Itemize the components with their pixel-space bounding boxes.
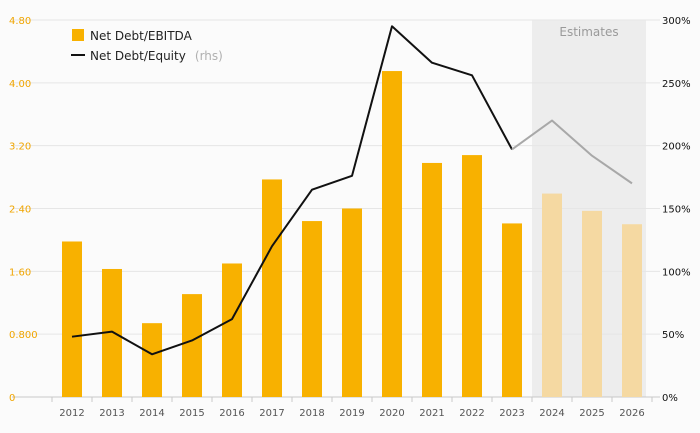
bar-2022 [462, 155, 482, 397]
x-tick-label: 2019 [339, 408, 364, 419]
legend-label-net-debt-ebitda: Net Debt/EBITDA [90, 29, 193, 43]
bar-2016 [222, 263, 242, 397]
y-right-tick-label: 300% [662, 16, 691, 27]
y-right-tick-label: 250% [662, 79, 691, 90]
x-tick-label: 2020 [379, 408, 404, 419]
y-left-tick-label: 4.00 [9, 79, 31, 90]
left-axis: 0 0.800 1.60 2.40 3.20 4.00 4.80 [9, 16, 38, 404]
x-tick-label: 2015 [179, 408, 204, 419]
y-left-tick-label: 1.60 [9, 267, 31, 278]
y-right-tick-label: 50% [662, 330, 684, 341]
bar-2013 [102, 268, 122, 397]
x-tick-label: 2017 [259, 408, 284, 419]
legend: Net Debt/EBITDA Net Debt/Equity (rhs) [71, 29, 223, 64]
x-tick-label: 2025 [579, 408, 604, 419]
y-right-tick-label: 150% [662, 205, 691, 216]
bar-2014 [142, 323, 162, 397]
y-left-tick-label: 3.20 [9, 142, 31, 153]
y-left-tick-label: 4.80 [9, 16, 31, 27]
x-tick-label: 2016 [219, 408, 244, 419]
right-axis: 0% 50% 100% 150% 200% 250% 300% [662, 16, 691, 404]
x-tick-label: 2021 [419, 408, 444, 419]
estimates-label: Estimates [559, 25, 618, 39]
bar-2021 [422, 162, 442, 397]
bar-2017 [262, 179, 282, 397]
x-tick-label: 2012 [59, 408, 84, 419]
bar-2019 [342, 208, 362, 397]
bar-2023 [502, 223, 522, 397]
y-right-tick-label: 0% [662, 393, 678, 404]
bar-2025 [582, 210, 602, 397]
x-tick-label: 2014 [139, 408, 164, 419]
bar-2026 [622, 224, 642, 397]
y-left-tick-label: 0.800 [9, 330, 38, 341]
x-tick-label: 2013 [99, 408, 124, 419]
bar-2015 [182, 294, 202, 397]
bar-2012 [62, 241, 82, 397]
y-left-tick-label: 0 [9, 393, 15, 404]
y-right-tick-label: 200% [662, 142, 691, 153]
bars-group [62, 71, 642, 397]
x-axis: 2012 2013 2014 2015 2016 2017 2018 2019 2020 2021… [51, 397, 653, 419]
bar-2024 [542, 193, 562, 397]
bar-2020 [382, 71, 402, 397]
legend-swatch-net-debt-ebitda [72, 29, 84, 41]
lines-group [71, 25, 633, 356]
legend-label-net-debt-equity: Net Debt/Equity (rhs) [90, 45, 223, 64]
y-right-tick-label: 100% [662, 267, 691, 278]
x-tick-label: 2024 [539, 408, 564, 419]
x-tick-label: 2018 [299, 408, 324, 419]
bar-2018 [302, 221, 322, 397]
line-net-debt-equity-estimate [511, 119, 633, 185]
x-tick-label: 2026 [619, 408, 644, 419]
x-tick-label: 2022 [459, 408, 484, 419]
line-net-debt-equity-actual [71, 25, 513, 356]
y-left-tick-label: 2.40 [9, 205, 31, 216]
x-tick-label: 2023 [499, 408, 524, 419]
